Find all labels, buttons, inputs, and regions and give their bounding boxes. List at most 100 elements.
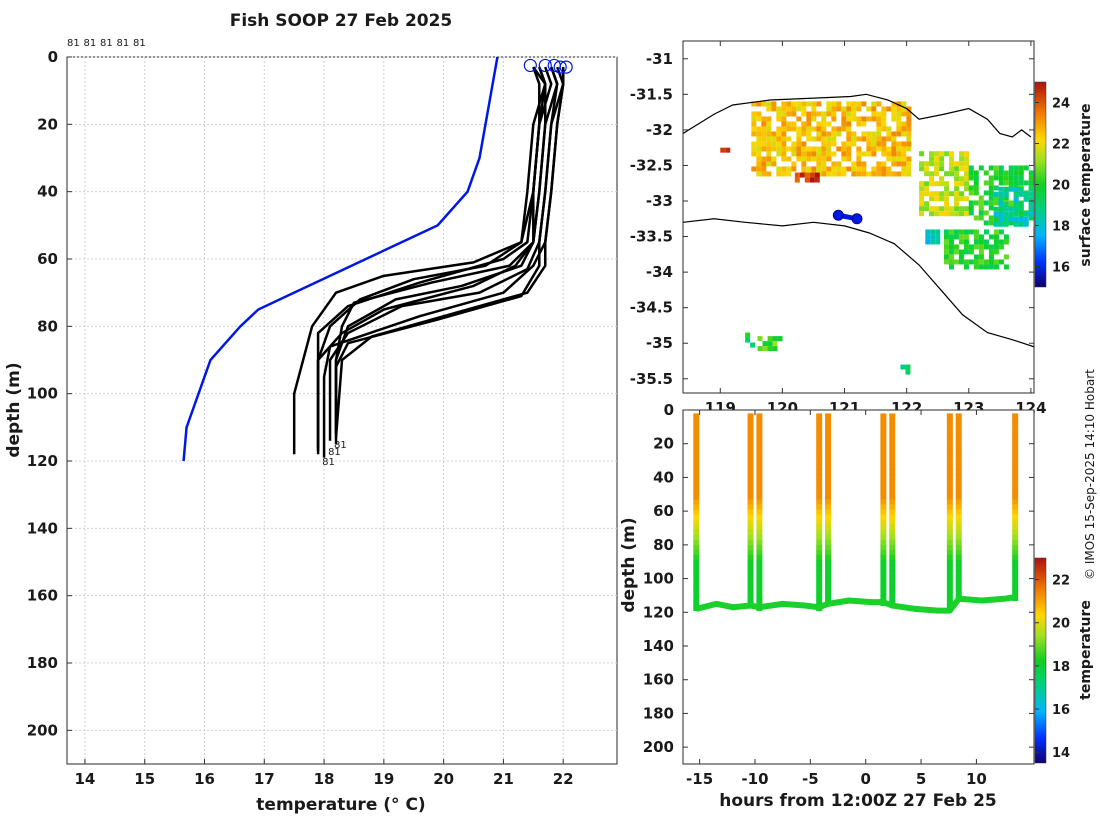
sst-cell — [988, 244, 994, 250]
sst-cell — [993, 229, 999, 235]
sst-cell — [816, 156, 822, 162]
sst-cell — [954, 171, 960, 177]
section-cast-cell — [747, 463, 754, 470]
sst-cell — [756, 171, 762, 177]
sst-cell — [751, 166, 757, 172]
sst-cell — [801, 101, 807, 107]
section-cast-cell — [816, 418, 823, 424]
sst-cell — [964, 196, 970, 202]
sst-cell — [1018, 191, 1024, 197]
section-cast-cell — [946, 413, 953, 419]
section-cast-cell — [1012, 504, 1019, 510]
section-cast-cell — [825, 595, 832, 601]
sst-cell — [886, 166, 892, 172]
sst-cell — [766, 101, 772, 107]
sst-cell — [881, 161, 887, 167]
sst-cell — [988, 180, 994, 186]
sst-cell — [906, 131, 912, 137]
sst-cell — [796, 106, 802, 112]
profile-line — [316, 66, 559, 455]
sst-cell — [948, 264, 954, 270]
map-y-tick-label: -33.5 — [630, 228, 673, 246]
sst-cell — [811, 126, 817, 132]
sst-cell — [983, 259, 989, 265]
section-cast-cell — [889, 458, 896, 465]
sst-cell — [988, 254, 994, 260]
sst-cell — [943, 234, 949, 240]
section-x-tick-label: -5 — [802, 770, 819, 788]
section-cast-cell — [955, 413, 962, 419]
section-cast-cell — [889, 565, 896, 571]
sst-cell — [988, 200, 994, 206]
sst-cell — [846, 146, 852, 152]
section-cast-cell — [693, 428, 700, 435]
sst-cell — [781, 131, 787, 137]
section-cast-cell — [756, 484, 763, 490]
sst-cell — [973, 170, 979, 176]
sst-cell — [761, 131, 767, 137]
section-cast-cell — [889, 580, 896, 586]
sst-cell — [919, 191, 925, 197]
sst-cell — [806, 121, 812, 127]
section-cast-cell — [693, 529, 700, 536]
sst-cell — [993, 195, 999, 201]
section-cast-cell — [747, 514, 754, 521]
sst-cell — [943, 259, 949, 265]
section-cast-cell — [1012, 590, 1019, 596]
sst-cell — [811, 116, 817, 122]
section-cast-cell — [946, 433, 953, 440]
section-colorbar-label: temperature — [1078, 600, 1094, 700]
sst-cell — [826, 111, 832, 117]
section-cast-cell — [747, 575, 754, 581]
section-cast-cell — [756, 570, 763, 576]
sst-cell — [978, 259, 984, 265]
section-cast-cell — [747, 504, 754, 510]
sst-cell — [919, 181, 925, 187]
section-cast-cell — [889, 519, 896, 526]
sst-cell — [973, 244, 979, 250]
sst-cell — [998, 221, 1004, 227]
sst-cell — [876, 126, 882, 132]
sst-cell — [781, 126, 787, 132]
sst-cell — [1033, 191, 1034, 197]
section-cast-cell — [946, 534, 953, 541]
sst-cell — [846, 106, 852, 112]
section-cast-cell — [1012, 469, 1019, 475]
sst-cell — [988, 175, 994, 181]
section-cast-cell — [756, 575, 763, 581]
profile-end-label: 81 — [328, 447, 341, 458]
sst-cell — [745, 332, 751, 338]
profile-start-marker — [559, 60, 573, 74]
section-x-tick-label: -10 — [741, 770, 768, 788]
sst-cell — [988, 264, 994, 270]
section-cast-cell — [756, 529, 763, 536]
sst-cell — [1028, 201, 1034, 207]
sst-cell — [756, 151, 762, 157]
sst-cell — [811, 101, 817, 107]
sst-cell — [881, 151, 887, 157]
sst-cell — [891, 151, 897, 157]
section-cast-cell — [880, 580, 887, 586]
sst-cell — [953, 244, 959, 250]
sst-cell — [801, 141, 807, 147]
sst-cell — [836, 161, 842, 167]
sst-cell — [934, 206, 940, 212]
sst-cell — [1013, 221, 1019, 227]
section-cast-cell — [825, 575, 832, 581]
sst-cell — [993, 215, 999, 221]
sst-cell — [901, 166, 907, 172]
section-cast-cell — [693, 539, 700, 546]
sst-cell — [949, 206, 955, 212]
sst-cell — [756, 126, 762, 132]
section-cast-cell — [693, 413, 700, 419]
sst-cell — [831, 166, 837, 172]
sst-cell — [851, 161, 857, 167]
sst-cell — [959, 196, 965, 202]
sst-cell — [944, 211, 950, 217]
sst-cell — [771, 146, 777, 152]
sst-cell — [786, 121, 792, 127]
sst-cell — [993, 175, 999, 181]
sst-cell — [821, 136, 827, 142]
section-cast-cell — [816, 484, 823, 490]
section-x-tick-label: 5 — [916, 770, 926, 788]
